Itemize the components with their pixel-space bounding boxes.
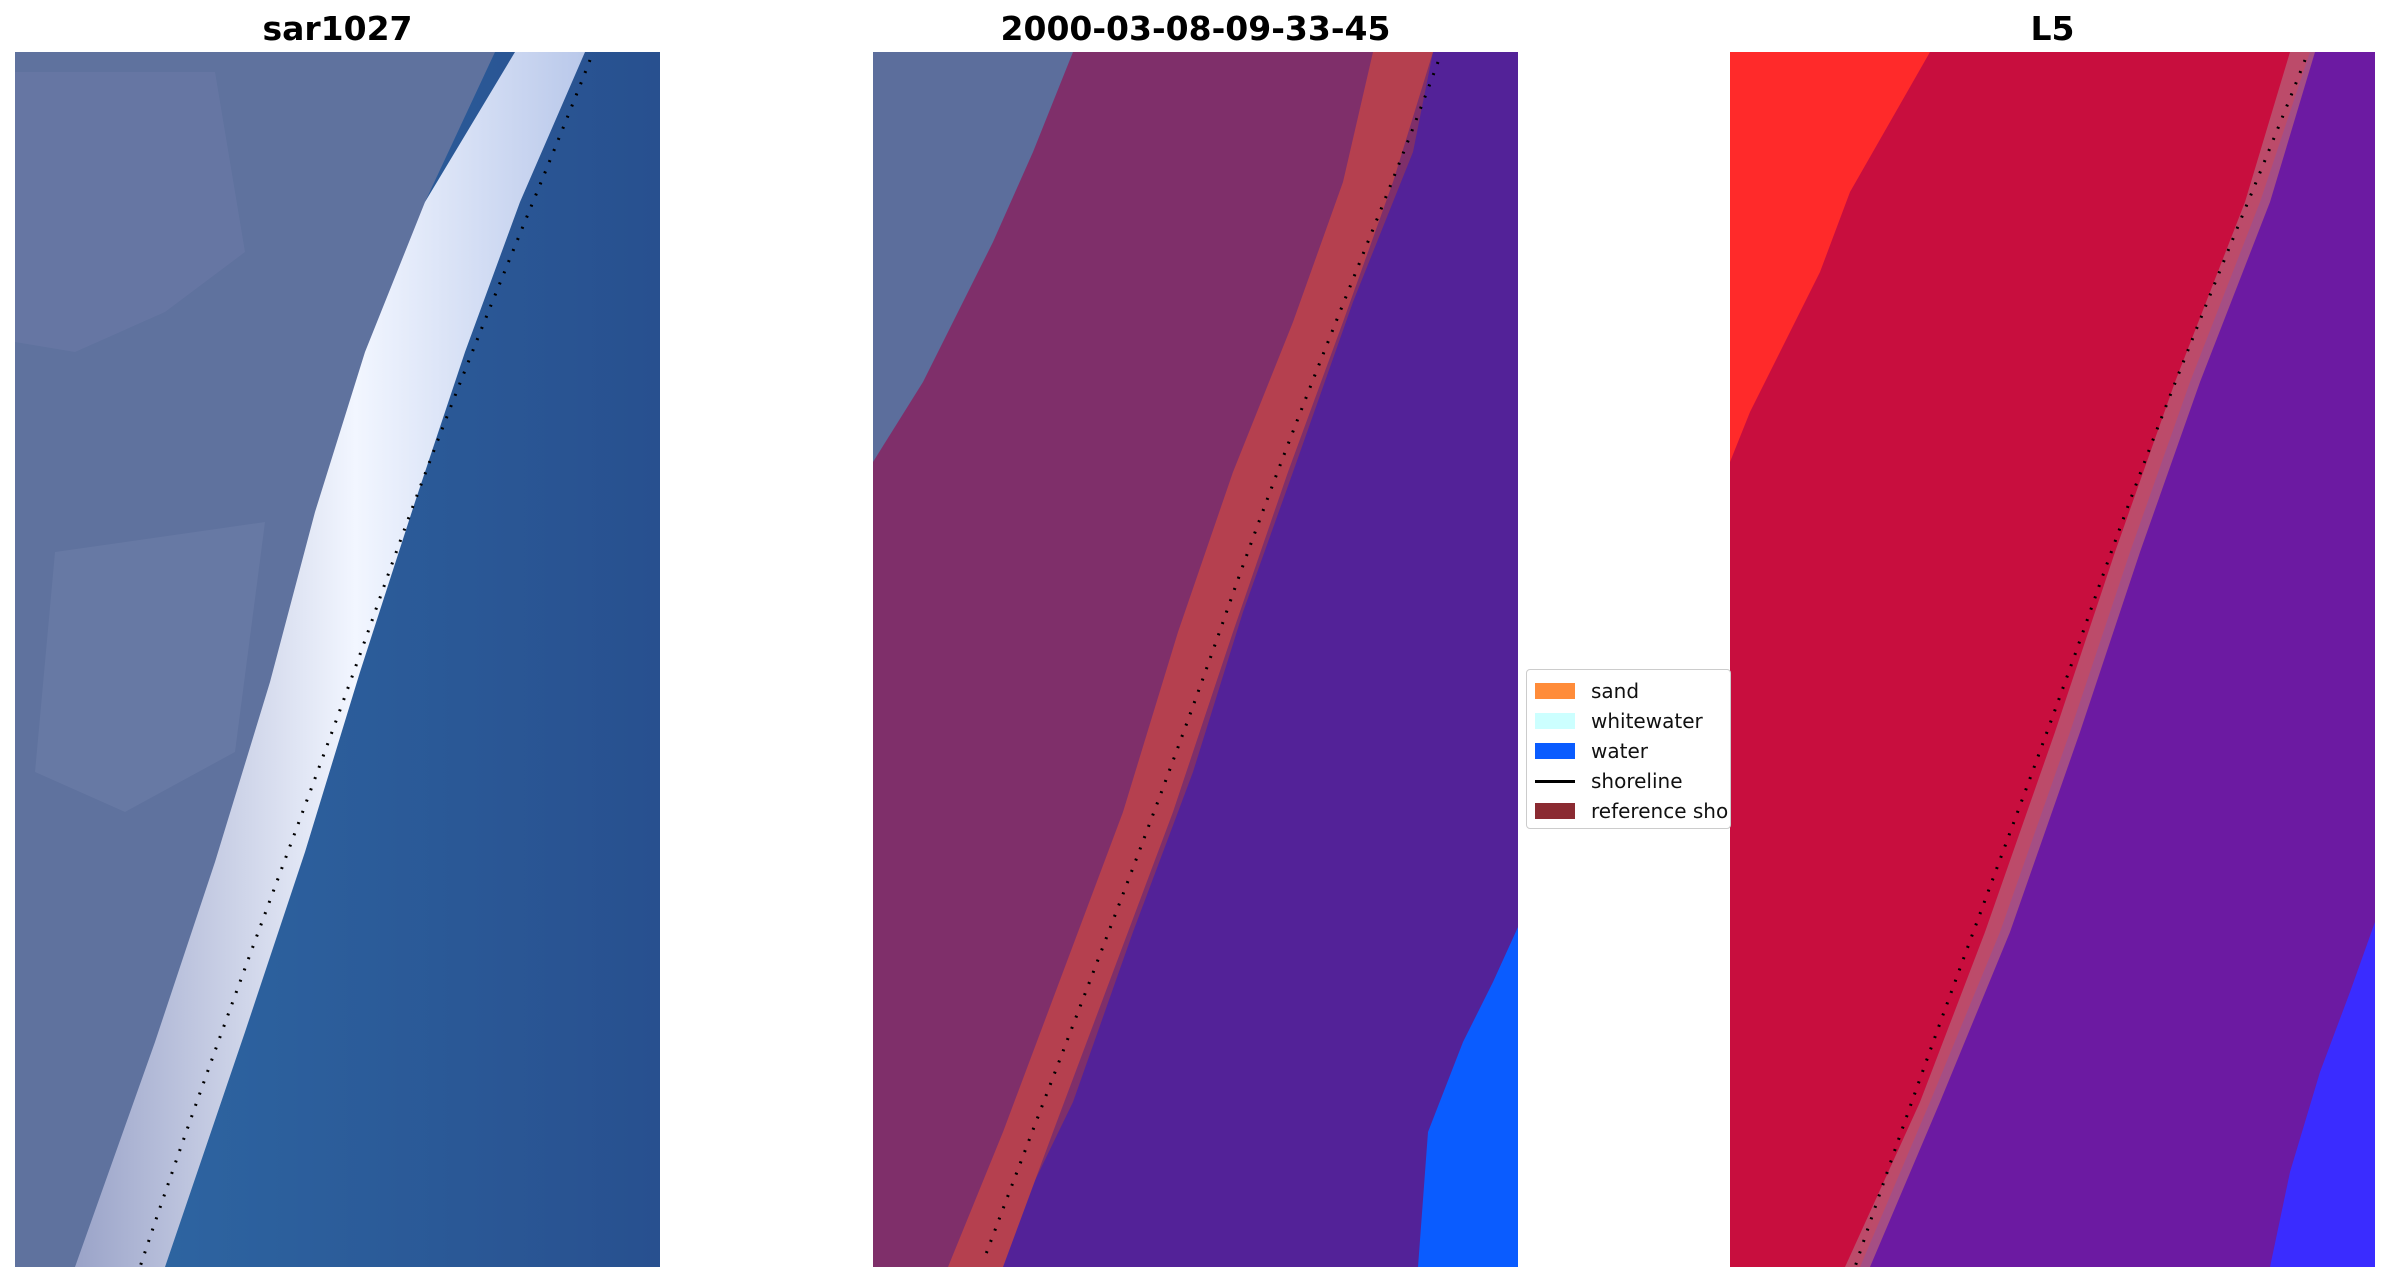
rgb-beach bbox=[75, 52, 585, 1267]
legend-item-reference-shoreline: reference shoreline bbox=[1535, 798, 1730, 824]
legend-item-shoreline: shoreline bbox=[1535, 768, 1683, 794]
index-bright bbox=[1730, 52, 1930, 462]
rgb-land-patch bbox=[15, 72, 245, 352]
class-shoreline bbox=[981, 61, 1440, 1263]
legend-label: water bbox=[1591, 739, 1648, 763]
rgb-image-panel bbox=[15, 52, 660, 1267]
legend-item-whitewater: whitewater bbox=[1535, 708, 1703, 734]
index-transition bbox=[1845, 52, 2315, 1267]
legend: sand whitewater water shoreline referenc… bbox=[1526, 669, 1731, 829]
legend-label: reference shoreline bbox=[1591, 799, 1730, 823]
legend-item-water: water bbox=[1535, 738, 1648, 764]
legend-item-sand: sand bbox=[1535, 678, 1639, 704]
index-panel bbox=[1730, 52, 2375, 1267]
reference-shoreline-swatch bbox=[1535, 803, 1575, 819]
rgb-land-patch2 bbox=[35, 522, 265, 812]
index-land bbox=[1730, 52, 2310, 1267]
index-water-bright bbox=[2270, 922, 2375, 1267]
sand-swatch bbox=[1535, 683, 1575, 699]
class-buffer bbox=[948, 52, 1433, 1267]
panel-title-classification: 2000-03-08-09-33-45 bbox=[1000, 9, 1391, 48]
panel-title-index: L5 bbox=[2030, 9, 2075, 48]
legend-label: shoreline bbox=[1591, 769, 1683, 793]
class-rgb-corner bbox=[873, 52, 1073, 462]
water-swatch bbox=[1535, 743, 1575, 759]
classification-panel bbox=[873, 52, 1518, 1267]
panel-title-rgb: sar1027 bbox=[262, 9, 413, 48]
legend-label: sand bbox=[1591, 679, 1640, 703]
shoreline-line-swatch bbox=[1535, 779, 1575, 783]
class-water-class bbox=[1418, 927, 1518, 1267]
legend-label: whitewater bbox=[1591, 709, 1703, 733]
rgb-land bbox=[15, 52, 495, 1267]
whitewater-swatch bbox=[1535, 713, 1575, 729]
